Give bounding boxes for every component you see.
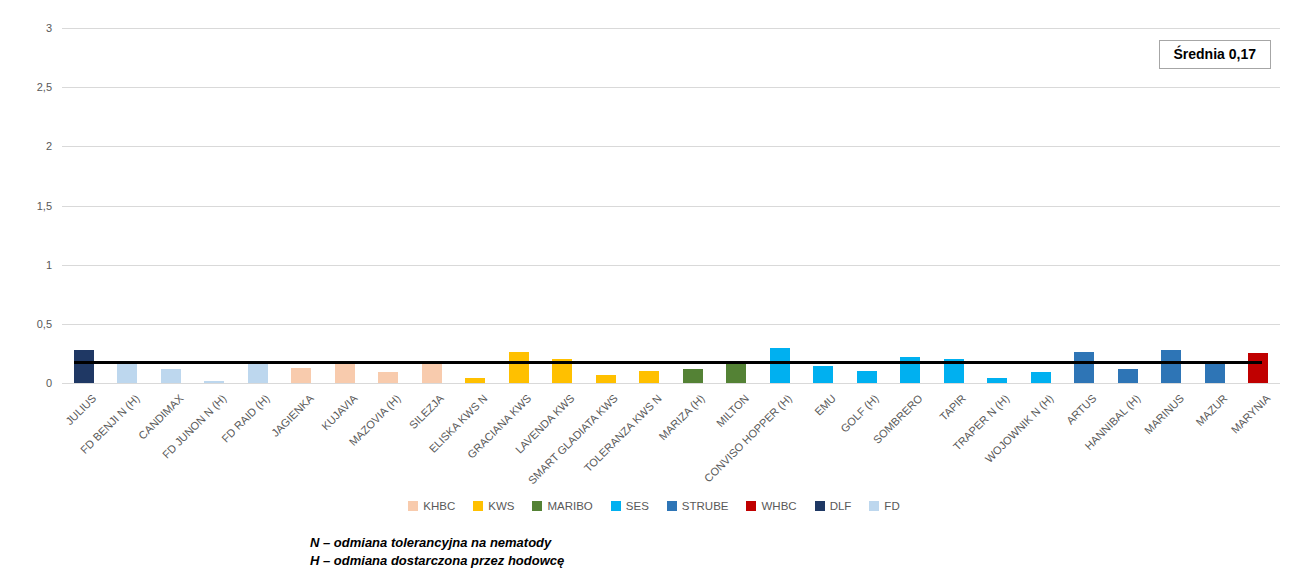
y-axis-tick-label: 0,5: [0, 317, 52, 331]
y-axis-tick-label: 3: [0, 21, 52, 35]
bar: [726, 363, 746, 383]
bar: [291, 368, 311, 383]
legend-item: KWS: [473, 500, 514, 512]
bar: [813, 366, 833, 383]
legend-item: WHBC: [746, 500, 796, 512]
legend-item: KHBC: [408, 500, 455, 512]
bar: [509, 352, 529, 383]
x-axis-category-label: MARYNIA: [1229, 392, 1273, 436]
x-axis-category-label: MAZUR: [1193, 392, 1229, 428]
footnotes: N – odmiana tolerancyjna na nematody H –…: [310, 534, 564, 569]
bar: [1031, 372, 1051, 383]
x-axis-category-label: EMU: [812, 392, 838, 418]
x-axis-category-label: TOLERANZA KWS N: [581, 392, 663, 474]
legend-swatch-icon: [746, 501, 756, 511]
legend-swatch-icon: [815, 501, 825, 511]
bar: [117, 364, 137, 383]
bar: [248, 364, 268, 383]
bar: [596, 375, 616, 383]
x-axis-category-label: SMART GLADIATA KWS: [526, 392, 620, 486]
legend-item: SES: [611, 500, 649, 512]
bar: [378, 372, 398, 383]
legend-item: MARIBO: [532, 500, 592, 512]
legend-swatch-icon: [667, 501, 677, 511]
x-axis-category-label: KUJAVIA: [319, 392, 359, 432]
bar: [639, 371, 659, 383]
footnote-n: N – odmiana tolerancyjna na nematody: [310, 534, 564, 552]
gridline: [62, 146, 1280, 147]
x-axis-category-label: MILTON: [714, 392, 751, 429]
legend-swatch-icon: [532, 501, 542, 511]
average-line: [74, 361, 1263, 364]
gridline: [62, 383, 1280, 384]
bar: [1248, 353, 1268, 383]
bar: [1205, 362, 1225, 383]
average-label-box: Średnia 0,17: [1159, 40, 1272, 69]
bar: [74, 350, 94, 383]
legend-label: DLF: [830, 500, 852, 512]
footnote-h: H – odmiana dostarczona przez hodowcę: [310, 552, 564, 570]
legend-item: DLF: [815, 500, 852, 512]
legend-swatch-icon: [408, 501, 418, 511]
legend-swatch-icon: [473, 501, 483, 511]
x-axis-category-label: JAGIENKA: [269, 392, 316, 439]
x-axis-category-label: MARIZA (H): [657, 392, 707, 442]
y-axis-tick-label: 2: [0, 139, 52, 153]
legend-item: STRUBE: [667, 500, 729, 512]
x-axis-category-label: ARTUS: [1064, 392, 1099, 427]
bar: [683, 369, 703, 383]
gridline: [62, 324, 1280, 325]
gridline: [62, 265, 1280, 266]
bar: [1118, 369, 1138, 383]
bar: [987, 378, 1007, 383]
y-axis-tick-label: 1: [0, 258, 52, 272]
bar-chart: 00,511,522,53JULIUSFD BENJI N (H)CANDIMA…: [0, 0, 1308, 580]
gridline: [62, 206, 1280, 207]
x-axis-category-label: CONVISO HOPPER (H): [702, 392, 794, 484]
legend-label: MARIBO: [547, 500, 592, 512]
legend-label: SES: [626, 500, 649, 512]
legend: KHBC KWS MARIBO SES STRUBE WHBC DLF FD: [0, 500, 1308, 512]
y-axis-tick-label: 0: [0, 376, 52, 390]
y-axis-tick-label: 2,5: [0, 80, 52, 94]
x-axis-category-label: TAPIR: [937, 392, 968, 423]
legend-label: KHBC: [423, 500, 455, 512]
gridline: [62, 28, 1280, 29]
bar: [161, 369, 181, 383]
x-axis-category-label: JULIUS: [63, 392, 98, 427]
bar: [1161, 350, 1181, 383]
legend-label: KWS: [488, 500, 514, 512]
bar: [1074, 352, 1094, 383]
x-axis-category-label: SILEZJA: [407, 392, 446, 431]
legend-swatch-icon: [611, 501, 621, 511]
x-axis-category-label: GOLF (H): [839, 392, 882, 435]
bar: [770, 348, 790, 384]
legend-label: WHBC: [761, 500, 796, 512]
bar: [857, 371, 877, 383]
gridline: [62, 87, 1280, 88]
legend-item: FD: [869, 500, 899, 512]
legend-swatch-icon: [869, 501, 879, 511]
bar: [204, 381, 224, 383]
legend-label: STRUBE: [682, 500, 729, 512]
bar: [465, 378, 485, 383]
x-axis-category-label: MARINUS: [1141, 392, 1185, 436]
legend-label: FD: [884, 500, 899, 512]
y-axis-tick-label: 1,5: [0, 199, 52, 213]
